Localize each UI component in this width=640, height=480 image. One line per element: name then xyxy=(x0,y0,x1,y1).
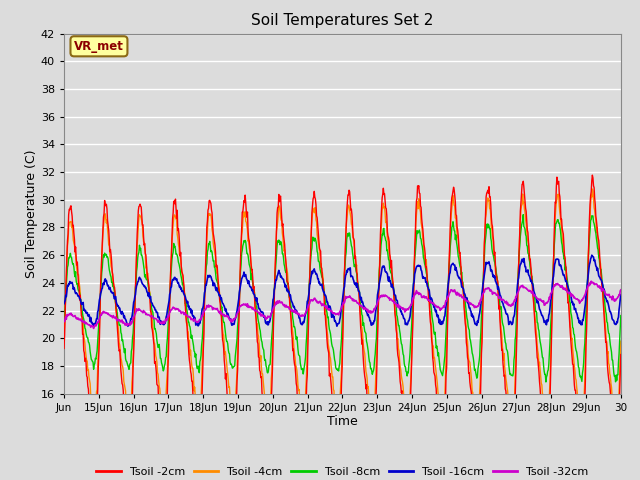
X-axis label: Time: Time xyxy=(327,415,358,429)
Text: VR_met: VR_met xyxy=(74,40,124,53)
Legend: Tsoil -2cm, Tsoil -4cm, Tsoil -8cm, Tsoil -16cm, Tsoil -32cm: Tsoil -2cm, Tsoil -4cm, Tsoil -8cm, Tsoi… xyxy=(92,463,593,480)
Y-axis label: Soil Temperature (C): Soil Temperature (C) xyxy=(25,149,38,278)
Title: Soil Temperatures Set 2: Soil Temperatures Set 2 xyxy=(252,13,433,28)
